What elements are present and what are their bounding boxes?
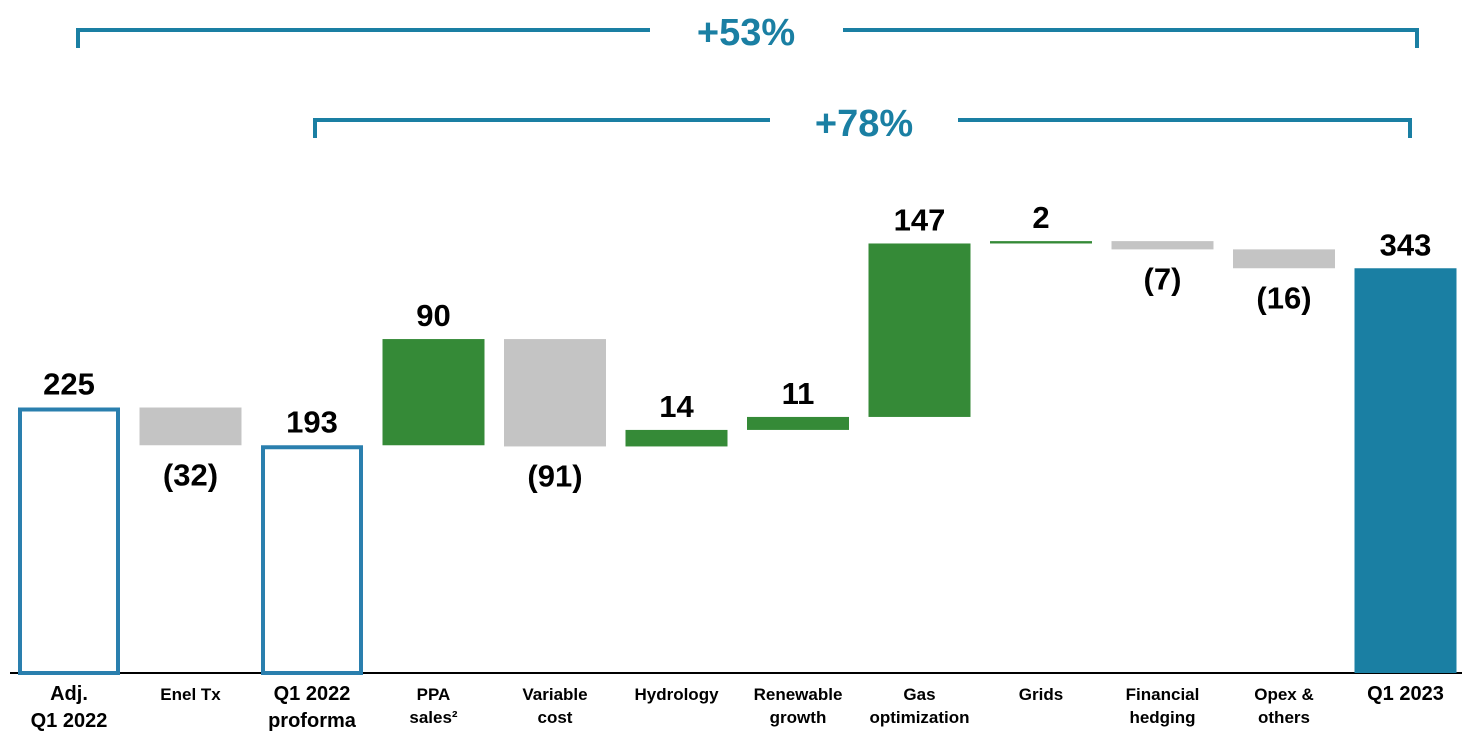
x-tick-label: Variable cost: [522, 685, 587, 727]
bar: [868, 243, 971, 417]
bar: [18, 407, 120, 675]
label-line: Financial: [1126, 685, 1200, 704]
label-line: Gas: [903, 685, 935, 704]
label-line: Q1 2022: [274, 683, 351, 705]
label-line: optimization: [869, 708, 969, 727]
value-label: (7): [1144, 261, 1182, 296]
value-label: 11: [782, 376, 815, 411]
x-tick-label: Grids: [1019, 685, 1063, 704]
value-label: 343: [1380, 227, 1432, 262]
label-line: growth: [770, 708, 827, 727]
x-tick-label: Hydrology: [634, 685, 719, 704]
label-line: Grids: [1019, 685, 1063, 704]
label-line: Opex &: [1254, 685, 1314, 704]
x-tick-label: Gas optimization: [869, 685, 969, 727]
x-tick-label: Financial hedging: [1126, 685, 1200, 727]
bar: [261, 445, 363, 676]
x-tick-label: PPA sales²: [409, 685, 458, 727]
value-label: 14: [659, 389, 694, 424]
label-line: Enel Tx: [160, 685, 221, 704]
label-line: sales²: [409, 708, 458, 727]
bar: [1233, 249, 1335, 269]
label-line: Adj.: [50, 683, 88, 705]
label-line: Q1 2023: [1367, 683, 1444, 705]
bar: [382, 339, 485, 446]
x-tick-label: Renewable growth: [754, 685, 843, 727]
value-label: 2: [1032, 200, 1049, 235]
bar: [1354, 268, 1457, 673]
x-tick-label: Opex & others: [1254, 685, 1314, 727]
bracket: [313, 118, 1412, 138]
value-label: (16): [1256, 280, 1311, 315]
label-line: proforma: [268, 710, 357, 732]
value-label: (32): [163, 457, 218, 492]
label-line: Renewable: [754, 685, 843, 704]
label-line: hedging: [1129, 708, 1195, 727]
label-line: Variable: [522, 685, 587, 704]
x-tick-label: Adj. Q1 2022: [31, 683, 108, 732]
annotation: +53%: [697, 12, 795, 54]
bar: [747, 416, 849, 430]
label-line: Q1 2022: [31, 710, 108, 732]
value-label: 193: [286, 404, 338, 439]
value-label: (91): [527, 458, 582, 493]
x-tick-label: Enel Tx: [160, 685, 221, 704]
bar: [990, 241, 1092, 244]
bar: [625, 429, 728, 447]
x-tick-label: Q1 2022 proforma: [268, 683, 357, 732]
bar: [504, 339, 606, 447]
value-label: 147: [894, 202, 946, 237]
bracket: [76, 28, 1419, 48]
value-label: 90: [416, 298, 450, 333]
label-line: cost: [538, 708, 573, 727]
x-tick-label: Q1 2023: [1367, 683, 1444, 705]
label-line: Hydrology: [634, 685, 719, 704]
bar: [1111, 241, 1214, 250]
label-line: PPA: [417, 685, 451, 704]
bar: [139, 407, 242, 446]
label-line: others: [1258, 708, 1310, 727]
value-label: 225: [43, 367, 95, 402]
annotation: +78%: [815, 103, 913, 145]
